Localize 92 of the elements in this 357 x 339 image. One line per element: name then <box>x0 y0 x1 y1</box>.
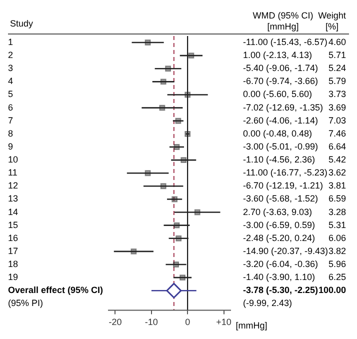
text: -11.00 (-16.77, -5.23) <box>243 168 328 178</box>
text: -11.00 (-15.43, -6.57) <box>243 37 328 48</box>
y-tick-label: 10 <box>8 154 18 165</box>
text: 3.81 <box>328 180 346 191</box>
text: 7.46 <box>328 128 346 138</box>
point <box>188 52 194 59</box>
y-tick-label: 3 <box>8 63 14 74</box>
point <box>144 40 151 46</box>
text: (-9.99, 2.43) <box>243 298 292 308</box>
text: -14.90 (-20.37, -9.43) <box>243 246 328 256</box>
text: 4.60 <box>328 37 346 48</box>
text: 100.00 <box>318 285 346 296</box>
x-tick-label: 0 <box>185 317 190 328</box>
y-tick-label: 9 <box>8 141 14 152</box>
text: -1.40 (-3.90, 1.10) <box>243 272 316 282</box>
text: -3.20 (-6.04, -0.36) <box>243 258 318 269</box>
text: 2.70 (-3.63, 9.03) <box>243 206 312 217</box>
y-tick-label: 2 <box>8 50 14 60</box>
text: -7.02 (-12.69, -1.35) <box>243 102 324 112</box>
text: -1.10 (-4.56, 2.36) <box>243 154 316 165</box>
text: 6.59 <box>328 194 346 204</box>
text: 3.73 <box>328 89 346 100</box>
text: -6.70 (-9.74, -3.66) <box>243 76 318 86</box>
point <box>130 248 137 254</box>
y-tick-label: 18 <box>8 258 18 269</box>
text: 6.25 <box>328 272 346 282</box>
y-tick-label: 17 <box>8 246 18 256</box>
y-tick-label: 6 <box>8 102 14 112</box>
text: 7.03 <box>328 115 346 126</box>
point <box>159 104 166 111</box>
x-tick-label: -20 <box>108 317 122 328</box>
point <box>172 196 178 202</box>
text: 5.71 <box>328 50 346 60</box>
text: 1.00 (-2.13, 4.13) <box>243 50 312 60</box>
y-tick-label: 4 <box>8 76 14 86</box>
point <box>176 235 182 242</box>
point <box>165 66 172 72</box>
text: -2.48 (-5.20, 0.24) <box>243 232 316 243</box>
text: -5.40 (-9.06, -1.74) <box>243 63 318 74</box>
text: 3.69 <box>328 102 346 112</box>
point <box>180 274 186 281</box>
point <box>144 170 151 176</box>
text: Weight <box>318 10 346 20</box>
text: -2.60 (-4.06, -1.14) <box>243 115 318 126</box>
text: 3.62 <box>328 168 346 178</box>
x-tick-label: -10 <box>144 317 158 328</box>
x-tick-label: +10 <box>216 317 232 328</box>
y-tick-label: 8 <box>8 128 14 138</box>
point <box>166 282 182 298</box>
y-tick-label: 15 <box>8 220 18 230</box>
text: 5.31 <box>328 220 346 230</box>
text: -3.60 (-5.68, -1.52) <box>243 194 318 204</box>
text: 3.82 <box>328 246 346 256</box>
y-tick-label: 5 <box>8 89 14 100</box>
point <box>180 157 187 164</box>
text: 5.96 <box>328 258 346 269</box>
point <box>175 118 182 124</box>
y-tick-label: 7 <box>8 115 14 126</box>
text: 5.79 <box>328 76 346 86</box>
text: 0.00 (-0.48, 0.48) <box>243 128 312 138</box>
text: -3.00 (-5.01, -0.99) <box>243 141 318 152</box>
text: -3.78 (-5.30, -2.25) <box>243 285 318 296</box>
y-tick-label: 11 <box>8 168 18 178</box>
point <box>173 262 179 268</box>
y-tick-label: 12 <box>8 180 18 191</box>
text: 5.24 <box>328 63 346 74</box>
y-tick-label: 16 <box>8 232 18 243</box>
text: 5.42 <box>328 154 346 165</box>
text: 6.64 <box>328 141 346 152</box>
y-tick-label: 14 <box>8 206 18 217</box>
text: [mmHg] <box>267 21 299 32</box>
point <box>174 144 180 150</box>
point <box>160 78 166 85</box>
y-tick-label: (95% PI) <box>8 298 44 308</box>
x-axis-title: [mmHg] <box>236 320 268 331</box>
point <box>184 130 191 137</box>
text: 3.28 <box>328 206 346 217</box>
y-tick-label: 13 <box>8 194 18 204</box>
y-tick-label: 19 <box>8 272 18 282</box>
point <box>194 209 200 216</box>
y-tick-label: Overall effect (95% CI) <box>8 285 104 296</box>
point <box>174 222 180 228</box>
y-axis-title: Study <box>10 18 34 28</box>
text: 6.06 <box>328 232 346 243</box>
point <box>184 92 191 98</box>
point <box>160 183 166 190</box>
text: [%] <box>325 21 339 32</box>
text: WMD (95% CI) <box>252 10 314 20</box>
y-tick-label: 1 <box>8 37 14 48</box>
text: 0.00 (-5.60, 5.60) <box>243 89 312 100</box>
text: -3.00 (-6.59, 0.59) <box>243 220 316 230</box>
text: -6.70 (-12.19, -1.21) <box>243 180 324 191</box>
